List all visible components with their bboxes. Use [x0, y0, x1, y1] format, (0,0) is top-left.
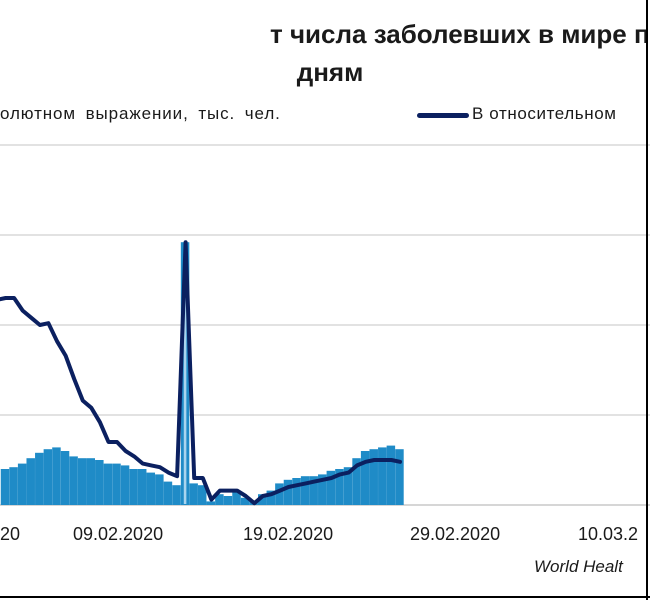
chart-title-line-2: дням [296, 57, 364, 87]
bar [343, 467, 353, 505]
legend-bar-series-label: олютном выражении, тыс. чел. [0, 104, 281, 123]
line-layer [0, 240, 402, 506]
tick-label-layer: 20 09.02.2020 19.02.2020 29.02.2020 10.03.2 [0, 524, 638, 544]
x-tick-label: 09.02.2020 [73, 524, 163, 544]
bar [86, 458, 95, 505]
bar [95, 460, 104, 505]
bar [146, 472, 156, 505]
bar [326, 470, 336, 505]
bar [69, 456, 78, 505]
bar [77, 458, 87, 505]
bar [318, 474, 327, 505]
bar [283, 479, 293, 505]
bar [386, 445, 396, 505]
bar [240, 497, 250, 505]
chart-frame-right [646, 0, 648, 600]
bar [300, 476, 310, 505]
bar [155, 474, 164, 505]
bar [129, 469, 138, 505]
bar [189, 483, 198, 505]
bar [266, 490, 276, 505]
grid-layer [0, 144, 650, 506]
bar [352, 458, 361, 505]
bar [369, 449, 378, 505]
bar [258, 494, 267, 505]
bar-highlight [183, 245, 187, 504]
bar [275, 483, 284, 505]
bar [9, 467, 18, 505]
bar [378, 447, 387, 505]
bar [43, 449, 53, 505]
chart-title-line-1: т числа заболевших в мире по данным [270, 19, 650, 49]
bar [215, 494, 224, 505]
bar [137, 469, 147, 505]
source-note: World Healt [534, 557, 623, 576]
bar [206, 501, 216, 505]
bar [52, 447, 61, 505]
bar [17, 463, 27, 505]
bar [335, 469, 344, 505]
x-tick-label: 29.02.2020 [410, 524, 500, 544]
bar [120, 465, 130, 505]
bar [360, 451, 370, 505]
series-line [0, 240, 402, 506]
x-tick-label: 19.02.2020 [243, 524, 333, 544]
legend-line-swatch [417, 113, 469, 118]
chart-frame-bottom [0, 596, 650, 598]
bar [60, 451, 70, 505]
x-tick-label: 20 [0, 524, 20, 544]
bar [395, 449, 404, 505]
bar [112, 463, 121, 505]
bar [197, 485, 207, 505]
bar [172, 485, 181, 505]
bar [26, 458, 35, 505]
bar [223, 496, 233, 505]
x-tick-label: 10.03.2 [578, 524, 638, 544]
bar [232, 490, 241, 505]
bar [35, 452, 44, 505]
bar [309, 476, 318, 505]
bar-layer [0, 242, 404, 505]
bar [0, 469, 10, 505]
bar [163, 481, 173, 505]
bar [103, 463, 113, 505]
bar [292, 478, 301, 505]
legend-line-series-label: В относительном [472, 104, 617, 123]
